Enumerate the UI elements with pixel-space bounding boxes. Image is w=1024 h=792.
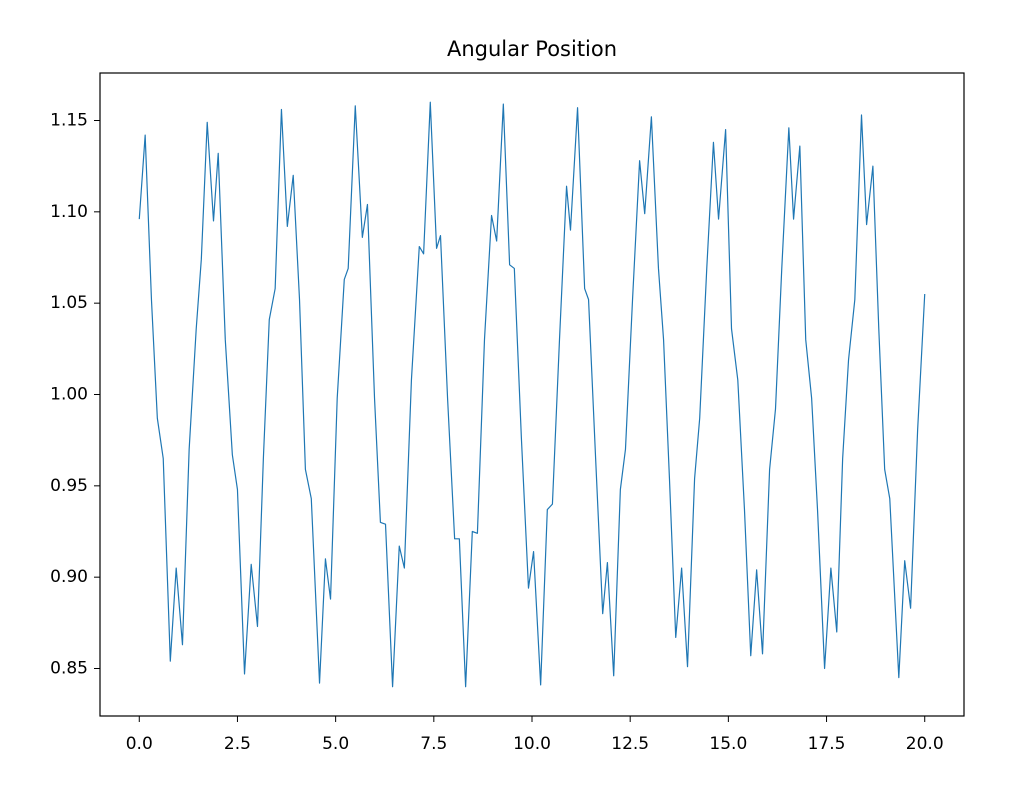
x-tick-label: 12.5 — [611, 734, 649, 754]
y-tick-label: 0.95 — [50, 476, 88, 496]
x-tick-label: 5.0 — [322, 734, 349, 754]
x-tick-label: 2.5 — [224, 734, 251, 754]
plot-frame — [99, 72, 965, 717]
y-tick-label: 0.90 — [50, 567, 88, 587]
x-tick-label: 10.0 — [513, 734, 551, 754]
x-tick-label: 0.0 — [126, 734, 153, 754]
y-tick-label: 1.00 — [50, 385, 88, 405]
x-tick-label: 7.5 — [420, 734, 447, 754]
y-tick-label: 0.85 — [50, 659, 88, 679]
y-tick-label: 1.05 — [50, 293, 88, 313]
y-tick-label: 1.10 — [50, 202, 88, 222]
x-tick-label: 20.0 — [906, 734, 944, 754]
x-tick-label: 15.0 — [709, 734, 747, 754]
data-line — [138, 101, 926, 688]
x-tick-label: 17.5 — [808, 734, 846, 754]
chart-title: Angular Position — [447, 37, 617, 61]
y-tick-label: 1.15 — [50, 110, 88, 130]
